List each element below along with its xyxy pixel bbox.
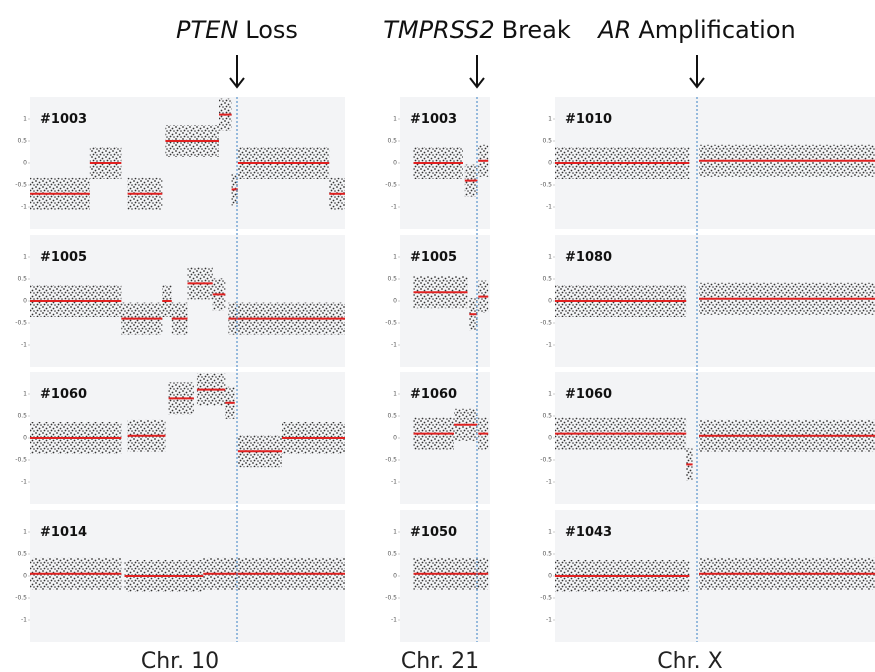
y-tick-label: -1 — [21, 479, 27, 486]
y-tick-label: -1 — [391, 204, 397, 211]
gene-name: AR — [596, 16, 631, 44]
y-tick-label: -0.5 — [540, 595, 552, 602]
y-tick-label: 1 — [548, 254, 552, 261]
gene-name: TMPRSS2 — [383, 16, 494, 44]
y-tick-label: -0.5 — [15, 182, 27, 189]
y-tick-label: -0.5 — [385, 182, 397, 189]
y-tick-label: -1 — [21, 617, 27, 624]
column-title: AR Amplification — [596, 16, 795, 44]
y-tick-label: 0 — [23, 160, 27, 167]
arrow-head — [469, 77, 485, 89]
sample-id: #1050 — [410, 525, 457, 540]
y-tick-label: 0.5 — [387, 138, 397, 145]
y-tick-label: 0.5 — [17, 551, 27, 558]
y-tick-label: 1 — [548, 529, 552, 536]
y-tick-label: 1 — [23, 116, 27, 123]
y-tick-label: 1 — [393, 116, 397, 123]
y-tick-label: 1 — [23, 391, 27, 398]
sample-id: #1060 — [565, 387, 612, 402]
sample-id: #1043 — [565, 525, 612, 540]
y-tick-label: -1 — [546, 204, 552, 211]
sample-id: #1005 — [40, 250, 87, 265]
sample-id: #1003 — [40, 112, 87, 127]
y-tick-label: -1 — [546, 342, 552, 349]
y-tick-label: 1 — [548, 391, 552, 398]
y-tick-label: 1 — [393, 254, 397, 261]
y-tick-label: -1 — [391, 342, 397, 349]
y-tick-label: -0.5 — [15, 320, 27, 327]
y-tick-label: -1 — [546, 479, 552, 486]
y-tick-label: 0.5 — [17, 276, 27, 283]
y-tick-label: 0.5 — [17, 138, 27, 145]
y-tick-label: 0.5 — [17, 413, 27, 420]
y-tick-label: 1 — [548, 116, 552, 123]
gene-name: PTEN — [176, 16, 238, 44]
chromosome-label: Chr. 10 — [141, 649, 219, 672]
column-title: TMPRSS2 Break — [383, 16, 571, 44]
event-name: Amplification — [638, 16, 795, 44]
chromosome-label: Chr. 21 — [401, 649, 479, 672]
y-tick-label: -1 — [21, 204, 27, 211]
sample-id: #1014 — [40, 525, 87, 540]
y-tick-label: 0.5 — [542, 413, 552, 420]
y-tick-label: -0.5 — [385, 320, 397, 327]
sample-id: #1010 — [565, 112, 612, 127]
column-title: PTEN Loss — [176, 16, 298, 44]
y-tick-label: 0.5 — [542, 276, 552, 283]
y-tick-label: 0 — [548, 298, 552, 305]
y-tick-label: 1 — [23, 254, 27, 261]
sample-id: #1003 — [410, 112, 457, 127]
sample-id: #1060 — [410, 387, 457, 402]
y-tick-label: -1 — [391, 479, 397, 486]
y-tick-label: 1 — [393, 529, 397, 536]
y-tick-label: 0 — [23, 298, 27, 305]
event-name: Loss — [245, 16, 298, 44]
chromosome-label: Chr. X — [657, 649, 722, 672]
y-tick-label: -0.5 — [540, 182, 552, 189]
y-tick-label: -0.5 — [540, 457, 552, 464]
y-tick-label: 0 — [23, 435, 27, 442]
y-tick-label: 0 — [393, 435, 397, 442]
y-tick-label: 0.5 — [387, 276, 397, 283]
y-tick-label: 0 — [548, 573, 552, 580]
y-tick-label: 1 — [23, 529, 27, 536]
y-tick-label: 0.5 — [387, 413, 397, 420]
event-name: Break — [502, 16, 571, 44]
y-tick-label: 0.5 — [387, 551, 397, 558]
y-tick-label: 0.5 — [542, 551, 552, 558]
y-tick-label: -1 — [21, 342, 27, 349]
y-tick-label: 0 — [23, 573, 27, 580]
y-tick-label: 0 — [548, 160, 552, 167]
y-tick-label: -1 — [546, 617, 552, 624]
y-tick-label: -0.5 — [15, 595, 27, 602]
y-tick-label: 0 — [548, 435, 552, 442]
y-tick-label: 0.5 — [542, 138, 552, 145]
sample-id: #1080 — [565, 250, 612, 265]
sample-id: #1005 — [410, 250, 457, 265]
y-tick-label: -0.5 — [385, 595, 397, 602]
y-tick-label: 0 — [393, 573, 397, 580]
arrow-head — [229, 77, 245, 89]
y-tick-label: -0.5 — [540, 320, 552, 327]
y-tick-label: -0.5 — [385, 457, 397, 464]
y-tick-label: -0.5 — [15, 457, 27, 464]
y-tick-label: 0 — [393, 160, 397, 167]
y-tick-label: 0 — [393, 298, 397, 305]
sample-id: #1060 — [40, 387, 87, 402]
y-tick-label: -1 — [391, 617, 397, 624]
y-tick-label: 1 — [393, 391, 397, 398]
arrow-head — [689, 77, 705, 89]
